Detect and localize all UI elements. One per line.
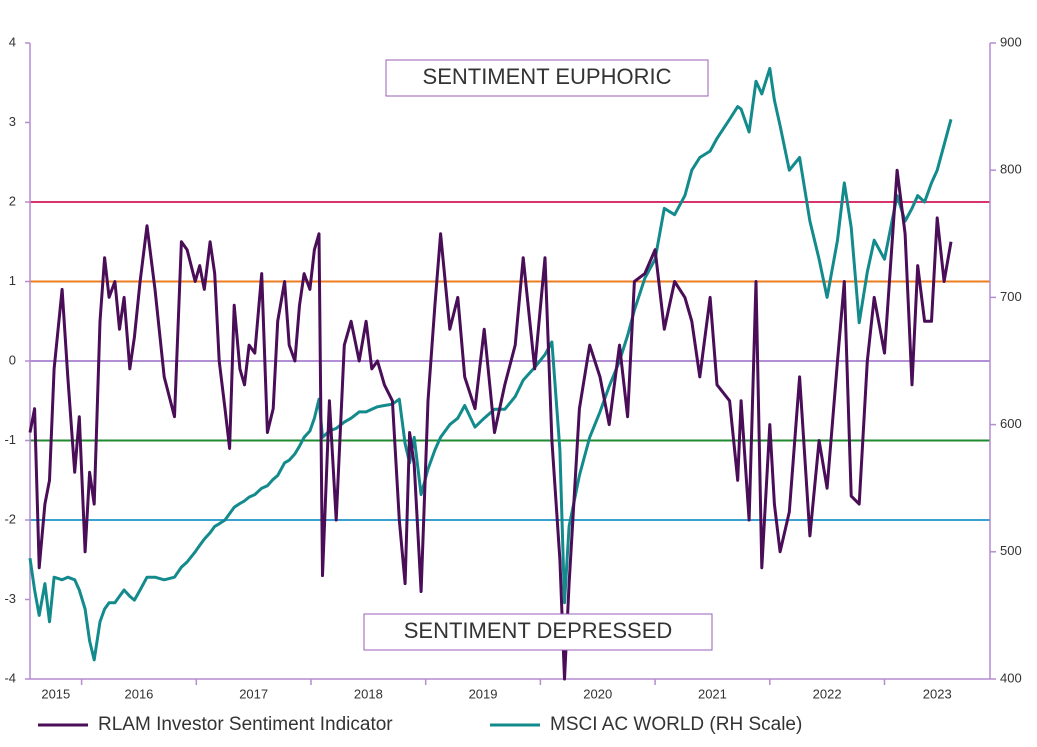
annotation-box: SENTIMENT EUPHORIC bbox=[385, 59, 709, 97]
annotation: SENTIMENT DEPRESSED bbox=[404, 618, 673, 643]
plot: -4 -3 -2 -1 0 1 2 3 4 400 500 600 700 800 900 2015 2016 2… bbox=[4, 34, 1021, 701]
y-tick-label: 1 bbox=[9, 273, 16, 288]
x-tick-label: 2020 bbox=[583, 686, 612, 701]
y2-tick-label: 600 bbox=[1000, 416, 1022, 431]
y-tick-label: 2 bbox=[9, 193, 16, 208]
y2-tick-label: 400 bbox=[1000, 670, 1022, 685]
legend: RLAM Investor Sentiment Indicator MSCI AC… bbox=[38, 714, 802, 735]
series-line bbox=[28, 168, 953, 681]
annotation-frame bbox=[385, 59, 709, 97]
y-tick-label: 4 bbox=[9, 34, 16, 49]
annotation: SENTIMENT EUPHORIC bbox=[423, 64, 672, 89]
y2-tick-label: 900 bbox=[1000, 34, 1022, 49]
y2-tick-label: 700 bbox=[1000, 289, 1022, 304]
x-tick-label: 2022 bbox=[813, 686, 842, 701]
y-tick-label: -1 bbox=[4, 432, 16, 447]
x-tick-label: 2023 bbox=[923, 686, 952, 701]
x-tick-label: 2015 bbox=[41, 686, 70, 701]
y-tick-label: 3 bbox=[9, 114, 16, 129]
y2-tick-label: 500 bbox=[1000, 543, 1022, 558]
y-tick-label: 0 bbox=[9, 352, 16, 367]
annotation-box: SENTIMENT DEPRESSED bbox=[363, 613, 713, 651]
x-tick-label: 2021 bbox=[698, 686, 727, 701]
y2-tick-label: 800 bbox=[1000, 162, 1022, 177]
x-tick-label: 2019 bbox=[469, 686, 498, 701]
y-tick-label: -2 bbox=[4, 511, 16, 526]
x-tick-label: 2017 bbox=[239, 686, 268, 701]
series-line bbox=[28, 66, 953, 662]
y-tick-label: -3 bbox=[4, 591, 16, 606]
legend-label: RLAM Investor Sentiment Indicator bbox=[98, 714, 393, 735]
legend-label: MSCI AC WORLD (RH Scale) bbox=[550, 714, 802, 735]
y-tick-label: -4 bbox=[4, 670, 16, 685]
x-tick-label: 2016 bbox=[124, 686, 153, 701]
annotation-frame bbox=[363, 613, 713, 651]
x-tick-label: 2018 bbox=[354, 686, 383, 701]
